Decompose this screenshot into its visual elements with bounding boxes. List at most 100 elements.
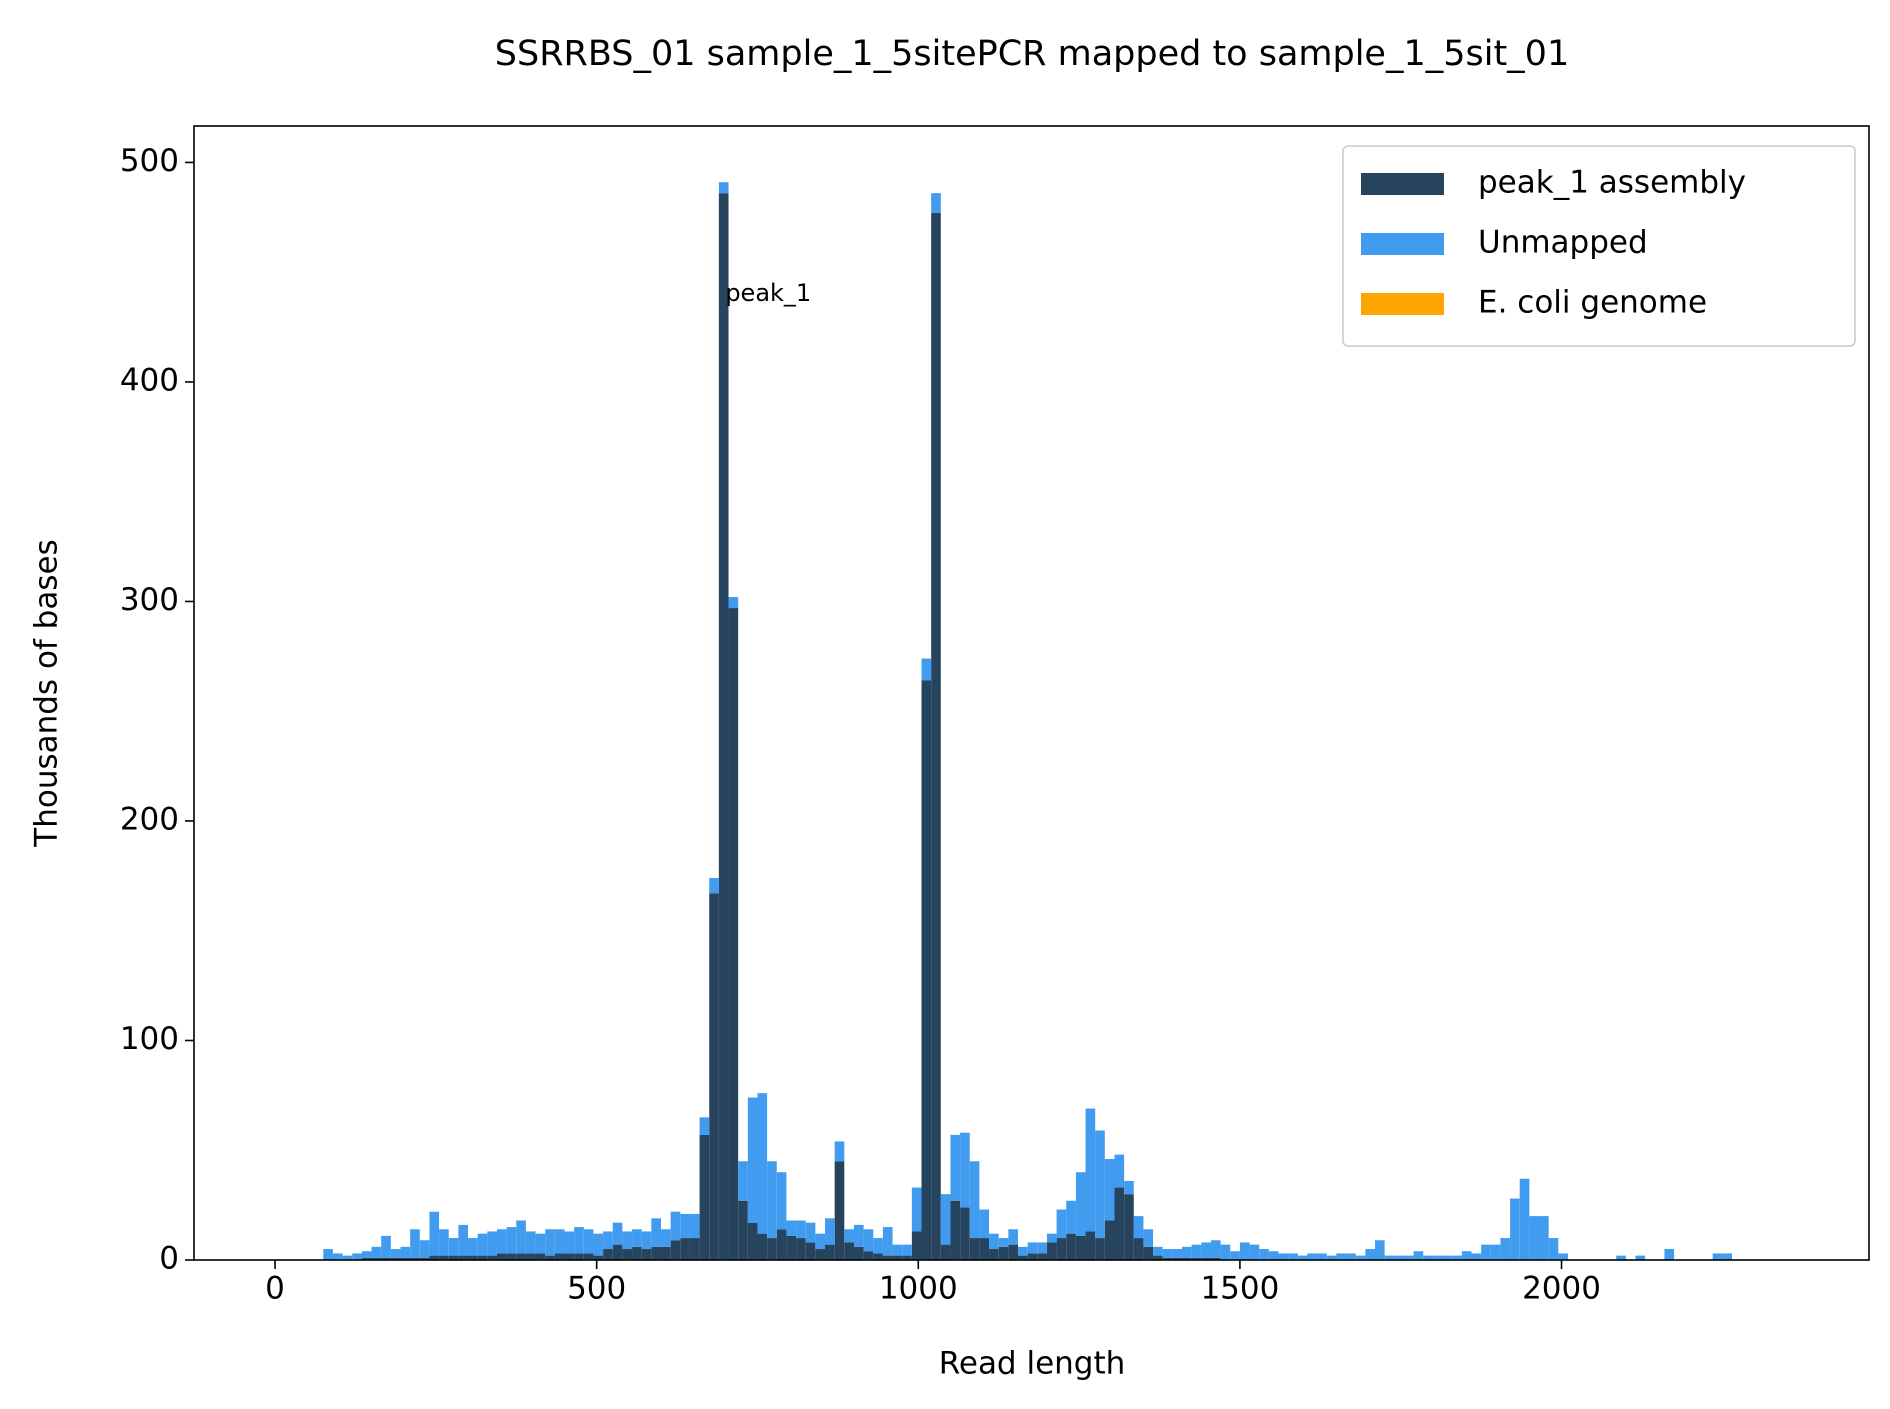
bar bbox=[574, 1253, 584, 1260]
bar bbox=[660, 1246, 671, 1260]
x-tick-label: 1500 bbox=[1200, 1271, 1279, 1307]
legend-swatch bbox=[1361, 173, 1444, 195]
bar bbox=[1712, 1253, 1723, 1260]
bar bbox=[468, 1255, 478, 1260]
bar bbox=[1075, 1235, 1086, 1260]
bar bbox=[400, 1246, 411, 1258]
bar bbox=[506, 1253, 517, 1260]
bar bbox=[525, 1253, 536, 1260]
bar bbox=[516, 1220, 526, 1254]
bar bbox=[1249, 1244, 1260, 1260]
bar bbox=[458, 1224, 469, 1256]
bar bbox=[1037, 1242, 1047, 1254]
bar bbox=[603, 1231, 613, 1250]
bar bbox=[468, 1238, 478, 1256]
bar bbox=[1008, 1229, 1018, 1245]
bar bbox=[728, 597, 739, 609]
bar bbox=[1210, 1240, 1221, 1258]
bar bbox=[1394, 1255, 1404, 1260]
bar bbox=[448, 1255, 459, 1260]
bar bbox=[632, 1246, 642, 1260]
y-tick-label: 500 bbox=[120, 143, 179, 179]
bar bbox=[332, 1253, 343, 1260]
bar bbox=[1452, 1255, 1462, 1260]
bar bbox=[1201, 1242, 1211, 1258]
bar bbox=[989, 1233, 999, 1250]
bar bbox=[940, 1194, 951, 1245]
bar bbox=[1432, 1255, 1443, 1260]
bar bbox=[738, 1161, 748, 1201]
bar bbox=[1539, 1216, 1549, 1260]
bar bbox=[1490, 1244, 1501, 1260]
bar bbox=[535, 1253, 546, 1260]
bar bbox=[381, 1235, 391, 1258]
bar bbox=[593, 1233, 604, 1256]
bar bbox=[1297, 1255, 1308, 1260]
bar bbox=[564, 1253, 575, 1260]
bar bbox=[853, 1224, 864, 1247]
plot-frame bbox=[193, 125, 1870, 1261]
bar bbox=[950, 1134, 961, 1201]
bar bbox=[1162, 1249, 1173, 1258]
bar bbox=[1124, 1180, 1134, 1195]
bar bbox=[583, 1229, 594, 1254]
bar bbox=[1114, 1154, 1125, 1188]
bar bbox=[1104, 1159, 1115, 1221]
bar bbox=[439, 1229, 449, 1256]
bar bbox=[1239, 1242, 1250, 1260]
bar bbox=[757, 1093, 768, 1234]
bar bbox=[738, 1200, 748, 1260]
bar bbox=[1172, 1257, 1183, 1260]
bar bbox=[1191, 1257, 1202, 1260]
bar bbox=[554, 1229, 565, 1254]
legend-label: Unmapped bbox=[1478, 225, 1648, 261]
bar bbox=[670, 1211, 681, 1241]
bar bbox=[1056, 1238, 1067, 1260]
bar bbox=[921, 680, 932, 1260]
legend: peak_1 assembly Unmapped E. coli genome bbox=[1342, 145, 1856, 347]
bar bbox=[1548, 1238, 1559, 1260]
bar bbox=[767, 1238, 777, 1260]
bar bbox=[1403, 1255, 1414, 1260]
bar bbox=[1182, 1257, 1192, 1260]
bar bbox=[371, 1257, 382, 1260]
bar bbox=[998, 1246, 1009, 1260]
bar bbox=[844, 1229, 854, 1243]
bar bbox=[545, 1229, 555, 1256]
bar bbox=[1017, 1246, 1028, 1256]
bar bbox=[969, 1238, 980, 1260]
bar bbox=[979, 1209, 990, 1239]
bar bbox=[709, 893, 719, 1260]
bar bbox=[767, 1161, 777, 1239]
bar bbox=[863, 1251, 874, 1260]
x-tick-label: 2000 bbox=[1522, 1271, 1601, 1307]
bar bbox=[1095, 1130, 1105, 1239]
bar bbox=[1423, 1255, 1433, 1260]
bar bbox=[1143, 1229, 1154, 1247]
bar bbox=[612, 1222, 623, 1245]
bar bbox=[545, 1255, 555, 1260]
bar bbox=[1046, 1242, 1057, 1260]
bar bbox=[747, 1097, 758, 1223]
bar bbox=[902, 1244, 912, 1256]
bar bbox=[680, 1213, 690, 1239]
bar bbox=[757, 1233, 768, 1260]
bar bbox=[477, 1233, 488, 1256]
bar bbox=[844, 1242, 854, 1260]
bar bbox=[390, 1257, 401, 1260]
bar bbox=[863, 1229, 874, 1252]
bar bbox=[535, 1233, 546, 1254]
bar bbox=[1529, 1216, 1540, 1260]
bar bbox=[931, 212, 941, 1260]
bar bbox=[1056, 1209, 1067, 1239]
chart-title: SSRRBS_01 sample_1_5sitePCR mapped to sa… bbox=[495, 34, 1569, 74]
x-tick-label: 500 bbox=[567, 1271, 626, 1307]
bar bbox=[1616, 1255, 1626, 1260]
bar bbox=[574, 1227, 584, 1254]
bar bbox=[805, 1242, 816, 1260]
bar bbox=[911, 1231, 922, 1260]
y-tick-label: 400 bbox=[120, 362, 179, 398]
bar bbox=[429, 1255, 440, 1260]
bar bbox=[641, 1249, 652, 1260]
